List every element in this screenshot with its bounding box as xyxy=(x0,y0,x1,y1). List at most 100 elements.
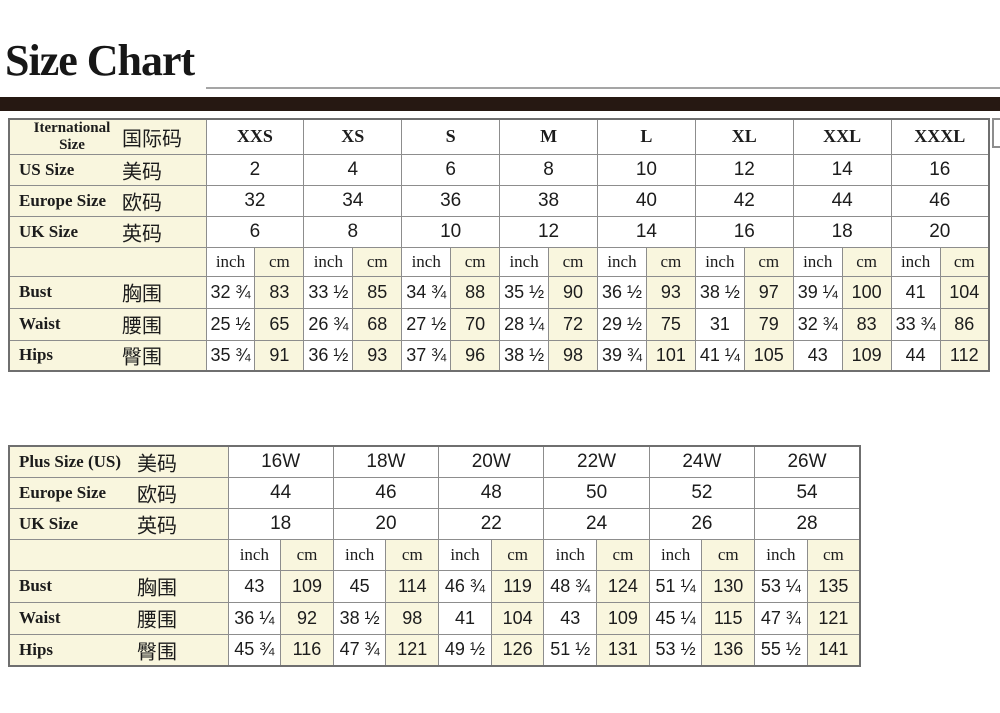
size-header-cell: XS xyxy=(303,118,403,155)
unit-header-row: inch cm inch cm inch cm inch cm inch cm inch c… xyxy=(8,246,990,277)
measure-inch-cell: 39 ¾ xyxy=(597,339,647,372)
unit-cell: cm xyxy=(743,246,794,277)
measure-cm-cell: 119 xyxy=(490,569,545,603)
measure-inch-cell: 47 ¾ xyxy=(754,601,808,635)
row-label: Europe Size 欧码 xyxy=(8,184,207,217)
size-value-cell: 12 xyxy=(499,215,598,248)
measure-inch-cell: 38 ½ xyxy=(332,601,387,635)
measure-cm-cell: 105 xyxy=(743,339,794,372)
measure-cm-cell: 141 xyxy=(806,633,861,667)
measure-cm-cell: 85 xyxy=(352,275,403,309)
measure-inch-cell: 51 ¼ xyxy=(648,569,703,603)
row-label-zh: 腰围 xyxy=(137,607,177,632)
row-label-zh: 美码 xyxy=(122,159,162,183)
size-value-cell: 26 xyxy=(648,507,756,540)
measure-inch-cell: 43 xyxy=(792,339,843,372)
measure-cm-cell: 109 xyxy=(596,601,650,635)
size-header-cell: XXS xyxy=(205,118,305,155)
measure-cm-cell: 124 xyxy=(596,569,650,603)
measure-cm-cell: 112 xyxy=(939,339,990,372)
row-label-en: Europe Size xyxy=(19,482,107,502)
size-header-cell: XL xyxy=(694,118,794,155)
row-label: UK Size 英码 xyxy=(8,215,207,248)
measure-inch-cell: 38 ½ xyxy=(694,275,745,309)
size-value-cell: 18 xyxy=(792,215,892,248)
row-label-zh: 臀围 xyxy=(137,639,177,664)
title-underline xyxy=(206,87,1000,89)
row-label-zh: 国际码 xyxy=(122,126,182,151)
measure-cm-cell: 93 xyxy=(352,339,403,372)
measure-inch-cell: 34 ¾ xyxy=(401,275,452,309)
size-value-cell: 34 xyxy=(303,184,403,217)
measure-inch-cell: 26 ¾ xyxy=(303,307,354,341)
measure-inch-cell: 39 ¼ xyxy=(792,275,843,309)
uk-size-row: UK Size 英码 18 20 22 24 26 28 xyxy=(8,507,861,540)
size-value-cell: 16 xyxy=(890,153,990,186)
measure-inch-cell: 43 xyxy=(227,569,282,603)
unit-cell: cm xyxy=(450,246,501,277)
unit-cell: inch xyxy=(890,246,941,277)
measure-inch-cell: 45 xyxy=(332,569,387,603)
measure-cm-cell: 115 xyxy=(701,601,756,635)
unit-cell: cm xyxy=(701,538,756,571)
unit-cell: inch xyxy=(499,246,550,277)
unit-cell: cm xyxy=(385,538,440,571)
unit-cell: inch xyxy=(754,538,808,571)
measure-inch-cell: 46 ¾ xyxy=(438,569,492,603)
size-header-cell: 26W xyxy=(754,445,861,478)
divider-bar xyxy=(0,97,1000,111)
unit-cell: cm xyxy=(280,538,334,571)
row-label-zh: 英码 xyxy=(122,221,162,245)
row-label-en: US Size xyxy=(19,159,75,179)
measure-inch-cell: 28 ¼ xyxy=(499,307,550,341)
unit-cell: inch xyxy=(543,538,598,571)
measure-cm-cell: 93 xyxy=(645,275,696,309)
measure-inch-cell: 32 ¾ xyxy=(205,275,256,309)
size-value-cell: 14 xyxy=(792,153,892,186)
unit-cell: inch xyxy=(694,246,745,277)
measure-cm-cell: 100 xyxy=(841,275,892,309)
size-value-cell: 36 xyxy=(401,184,501,217)
measure-inch-cell: 55 ½ xyxy=(754,633,808,667)
row-label-zh: 欧码 xyxy=(137,482,177,506)
international-size-row: Iternational Size 国际码 XXS XS S M L XL XXL… xyxy=(8,118,990,155)
size-header-cell: XXXL xyxy=(890,118,990,155)
row-label: UK Size 英码 xyxy=(8,507,229,540)
hips-row: Hips 臀围 45 ¾ 116 47 ¾ 121 49 ½ 126 51 ½ 131 5… xyxy=(8,633,861,667)
size-value-cell: 44 xyxy=(227,476,334,509)
measure-inch-cell: 37 ¾ xyxy=(401,339,452,372)
measure-cm-cell: 109 xyxy=(841,339,892,372)
waist-row: Waist 腰围 25 ½ 65 26 ¾ 68 27 ½ 70 28 ¼ 72 29 ½… xyxy=(8,307,990,341)
plus-size-table: Plus Size (US) 美码 16W 18W 20W 22W 24W 26W… xyxy=(8,445,861,667)
unit-cell: inch xyxy=(227,538,282,571)
unit-cell: inch xyxy=(205,246,256,277)
size-value-cell: 44 xyxy=(792,184,892,217)
size-value-cell: 6 xyxy=(205,215,305,248)
measure-cm-cell: 90 xyxy=(548,275,598,309)
measure-cm-cell: 75 xyxy=(645,307,696,341)
cropped-cell-artifact xyxy=(992,118,1000,148)
row-label-en: Hips xyxy=(19,639,54,659)
unit-cell: inch xyxy=(332,538,387,571)
measure-inch-cell: 44 xyxy=(890,339,941,372)
measure-inch-cell: 27 ½ xyxy=(401,307,452,341)
unit-cell: inch xyxy=(648,538,703,571)
row-label: Bust 胸围 xyxy=(8,275,207,309)
row-label-en: Waist xyxy=(19,608,61,627)
size-header-cell: L xyxy=(597,118,696,155)
size-value-cell: 2 xyxy=(205,153,305,186)
unit-cell: cm xyxy=(645,246,696,277)
measure-inch-cell: 43 xyxy=(543,601,598,635)
standard-size-table: Iternational Size 国际码 XXS XS S M L XL XXL… xyxy=(8,118,990,372)
row-label-zh: 臀围 xyxy=(122,344,162,369)
size-value-cell: 52 xyxy=(648,476,756,509)
size-value-cell: 50 xyxy=(543,476,650,509)
measure-cm-cell: 130 xyxy=(701,569,756,603)
measure-inch-cell: 36 ½ xyxy=(597,275,647,309)
unit-cell: cm xyxy=(352,246,403,277)
size-value-cell: 48 xyxy=(438,476,545,509)
